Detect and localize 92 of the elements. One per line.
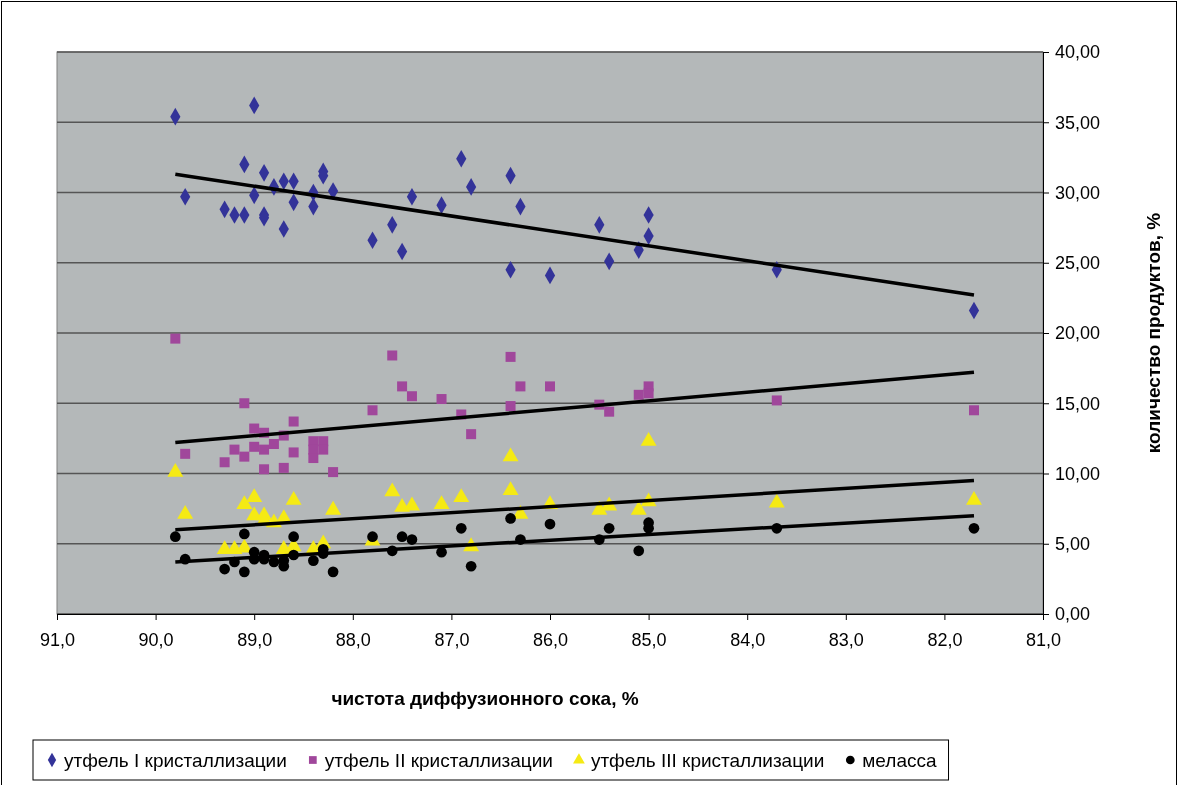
point <box>278 462 289 473</box>
point <box>768 493 785 508</box>
point <box>966 490 982 505</box>
x-tick-label: 88,0 <box>335 630 371 651</box>
point <box>288 531 299 543</box>
point <box>633 545 645 557</box>
point <box>633 389 644 400</box>
point <box>249 441 260 452</box>
point <box>453 488 470 502</box>
x-tick-label: 83,0 <box>828 630 864 651</box>
x-axis-title: чистота диффузионного сока, % <box>331 688 639 709</box>
legend-label: меласса <box>862 750 937 771</box>
point <box>249 423 260 434</box>
point <box>219 563 230 575</box>
point <box>505 351 516 362</box>
point <box>771 395 782 406</box>
point <box>259 464 270 475</box>
x-tick-label: 91,0 <box>39 630 76 651</box>
legend-label: утфель I кристаллизации <box>64 750 287 771</box>
point <box>465 560 477 572</box>
point <box>603 522 615 534</box>
point <box>268 556 280 568</box>
x-tick-label: 90,0 <box>138 630 174 651</box>
point <box>318 444 329 455</box>
point <box>968 405 979 416</box>
point <box>328 467 339 478</box>
point <box>318 436 329 447</box>
point <box>397 381 408 392</box>
y-tick-label: 35,00 <box>1055 112 1101 133</box>
point <box>167 462 184 477</box>
point <box>406 391 417 402</box>
legend-label: утфель III кристаллизации <box>590 750 825 771</box>
point <box>544 518 556 530</box>
point <box>505 401 516 412</box>
y-tick-label: 30,00 <box>1055 182 1101 203</box>
point <box>170 333 181 344</box>
point <box>387 350 398 361</box>
point <box>630 500 647 515</box>
point <box>968 522 980 534</box>
y-tick-label: 20,00 <box>1055 323 1101 344</box>
point <box>455 522 467 534</box>
x-tick-label: 86,0 <box>532 630 569 651</box>
point <box>239 398 250 409</box>
y-tick-label: 25,00 <box>1055 253 1101 274</box>
point <box>288 416 299 427</box>
point <box>327 566 339 578</box>
point <box>238 566 250 578</box>
point <box>169 531 181 543</box>
point <box>268 438 279 449</box>
point <box>643 388 654 399</box>
x-tick-label: 84,0 <box>730 630 766 651</box>
point <box>239 451 250 462</box>
x-tick-label: 81,0 <box>1025 630 1062 651</box>
y-tick-label: 5,00 <box>1055 534 1091 555</box>
x-tick-label: 87,0 <box>434 630 470 651</box>
point <box>502 447 519 462</box>
point <box>308 453 319 464</box>
point <box>384 482 401 497</box>
x-tick-label: 89,0 <box>237 630 273 651</box>
point <box>308 436 319 447</box>
point <box>466 429 477 440</box>
point <box>436 394 447 405</box>
point <box>288 447 299 458</box>
y-tick-label: 0,00 <box>1055 604 1091 625</box>
point <box>396 531 408 543</box>
y-axis-title: количество продуктов, % <box>1143 212 1164 454</box>
point <box>515 381 526 392</box>
legend-label: утфель II кристаллизации <box>324 750 553 771</box>
point <box>229 444 240 455</box>
y-tick-label: 10,00 <box>1055 463 1101 484</box>
point <box>406 534 418 545</box>
x-tick-label: 82,0 <box>927 630 963 651</box>
x-tick-label: 85,0 <box>631 630 667 651</box>
point <box>545 381 555 392</box>
y-tick-label: 40,00 <box>1055 42 1101 63</box>
point <box>219 457 230 468</box>
point <box>180 448 191 459</box>
point <box>394 498 411 512</box>
point <box>433 495 450 510</box>
point <box>367 405 378 416</box>
point <box>246 488 263 502</box>
y-tick-label: 15,00 <box>1055 393 1101 414</box>
point <box>502 481 519 495</box>
point <box>236 495 253 510</box>
point <box>259 444 270 455</box>
point <box>308 555 319 566</box>
point <box>285 490 302 505</box>
point <box>505 513 516 524</box>
point <box>325 500 342 515</box>
point <box>238 528 250 540</box>
point <box>604 406 615 417</box>
point <box>177 505 194 519</box>
